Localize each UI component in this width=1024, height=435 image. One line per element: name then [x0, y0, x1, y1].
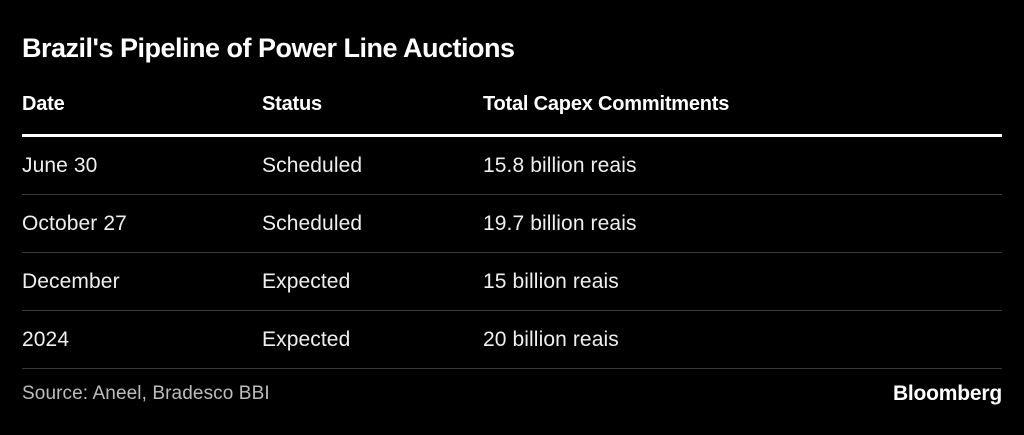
column-header-status: Status — [262, 93, 322, 116]
cell-status: Expected — [262, 327, 351, 351]
chart-title: Brazil's Pipeline of Power Line Auctions — [22, 33, 515, 63]
cell-capex: 15.8 billion reais — [483, 153, 637, 177]
table-row: December Expected 15 billion reais — [22, 253, 1002, 312]
table-row: June 30 Scheduled 15.8 billion reais — [22, 137, 1002, 196]
column-header-date: Date — [22, 93, 65, 116]
cell-date: October 27 — [22, 211, 127, 235]
cell-date: December — [22, 269, 120, 293]
cell-date: 2024 — [22, 327, 70, 351]
cell-status: Expected — [262, 269, 351, 293]
cell-capex: 19.7 billion reais — [483, 211, 637, 235]
cell-capex: 20 billion reais — [483, 327, 619, 351]
table-header-row: Date Status Total Capex Commitments — [22, 93, 1002, 138]
source-note: Source: Aneel, Bradesco BBI — [22, 383, 270, 405]
table-row: 2024 Expected 20 billion reais — [22, 311, 1002, 370]
cell-status: Scheduled — [262, 153, 363, 177]
chart-footer: Source: Aneel, Bradesco BBI Bloomberg — [22, 382, 1002, 406]
column-header-capex: Total Capex Commitments — [483, 93, 730, 116]
cell-capex: 15 billion reais — [483, 269, 619, 293]
table-row: October 27 Scheduled 19.7 billion reais — [22, 195, 1002, 254]
cell-date: June 30 — [22, 153, 98, 177]
bloomberg-logo: Bloomberg — [892, 382, 1002, 406]
cell-status: Scheduled — [262, 211, 363, 235]
